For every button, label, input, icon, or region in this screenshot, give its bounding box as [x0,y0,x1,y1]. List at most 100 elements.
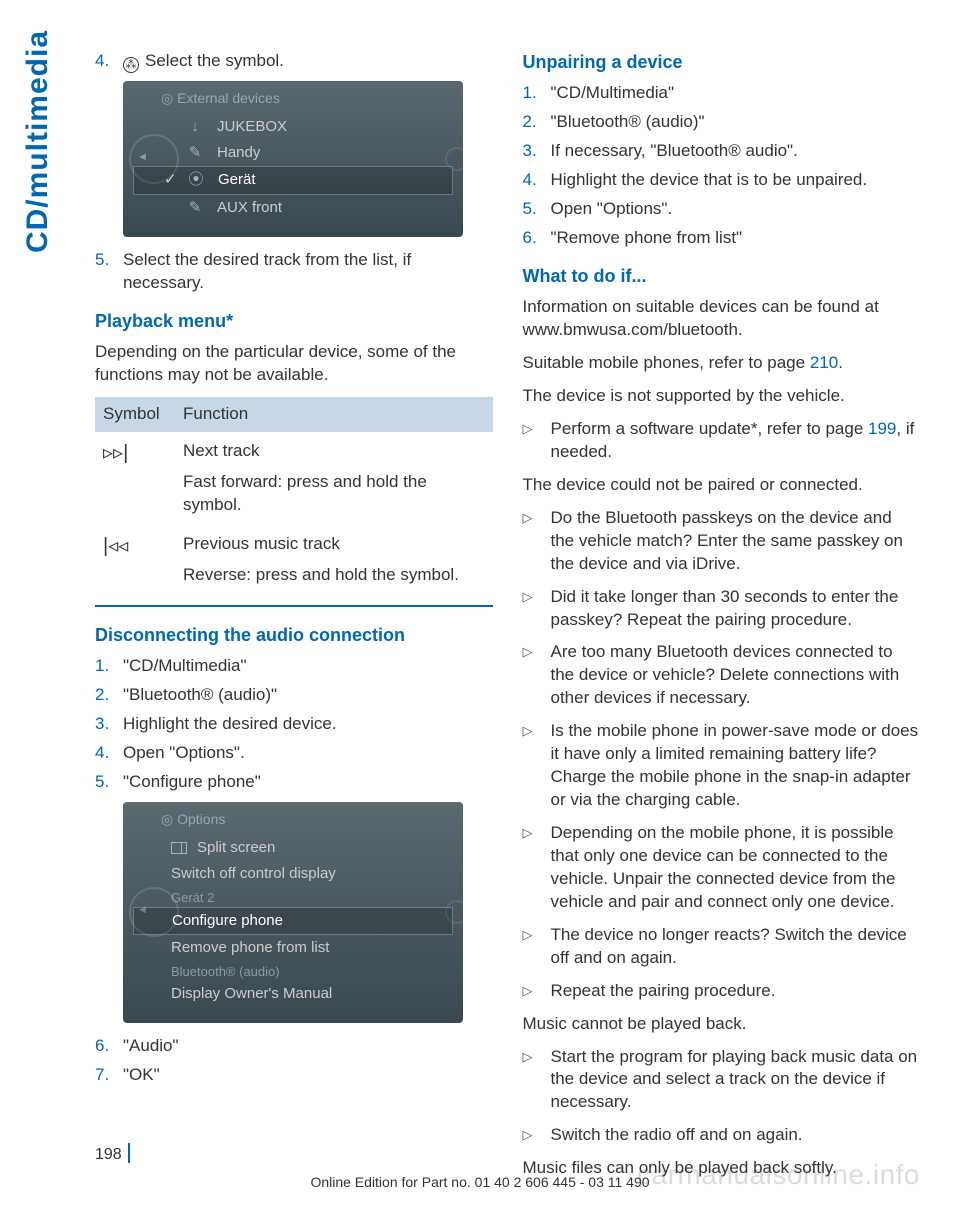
step-5: 5. Select the desired track from the lis… [95,249,493,295]
text-fragment: Suitable mobile phones, refer to page [523,353,810,372]
playback-paragraph: Depending on the particular device, some… [95,341,493,387]
prev-track-icon: |◃◃ [103,533,183,560]
table-row: |◃◃ Previous music track [95,525,493,560]
phone-icon: ✎ [183,143,207,163]
bullet-icon: ▷ [523,980,551,1003]
cell-sub-text: Fast forward: press and hold the symbol. [95,467,493,525]
page-number-text: 198 [95,1146,122,1163]
screenshot-row-jukebox: ↓ JUKEBOX [133,114,453,140]
bullet-icon: ▷ [523,418,551,464]
page-link-199[interactable]: 199 [868,419,896,438]
step-number: 1. [523,82,551,105]
row-owners-manual: Display Owner's Manual [133,981,453,1007]
bullet-icon: ▷ [523,924,551,970]
bullet-software-update: ▷ Perform a software update*, refer to p… [523,418,921,464]
row-label: Display Owner's Manual [171,984,332,1004]
page-number: 198 [95,1143,130,1166]
info-paragraph-4: The device could not be paired or connec… [523,474,921,497]
text-fragment: Perform a software update*, refer to pag… [551,419,869,438]
bullet-one-device: ▷ Depending on the mobile phone, it is p… [523,822,921,914]
step-number: 5. [95,771,123,794]
info-paragraph-5: Music cannot be played back. [523,1013,921,1036]
bullet-icon: ▷ [523,822,551,914]
step-number: 3. [523,140,551,163]
table-rule [95,605,493,607]
bluetooth-icon: ⁂ [123,57,139,73]
step-text: "Audio" [123,1035,493,1058]
step-number: 2. [523,111,551,134]
step-text: "CD/Multimedia" [551,82,921,105]
bullet-passkeys: ▷ Do the Bluetooth passkeys on the devic… [523,507,921,576]
bullet-icon: ▷ [523,641,551,710]
screenshot-external-devices: ◎ External devices ↓ JUKEBOX ✎ Handy ⦿ G… [123,81,463,237]
bullet-switch-radio: ▷ Switch the radio off and on again. [523,1124,921,1147]
disc-step-5: 5. "Configure phone" [95,771,493,794]
bullet-icon: ▷ [523,720,551,812]
col-symbol: Symbol [103,403,183,426]
step-text: "OK" [123,1064,493,1087]
row-label: Handy [217,143,260,163]
table-header: Symbol Function [95,397,493,432]
next-track-icon: ▹▹| [103,440,183,467]
info-paragraph-2: Suitable mobile phones, refer to page 21… [523,352,921,375]
screenshot-header: ◎ Options [133,808,453,835]
screenshot-row-gerat: ⦿ Gerät [133,166,453,194]
screenshot-header-text: Options [177,811,225,827]
step-number: 3. [95,713,123,736]
step-number: 4. [95,50,123,73]
step-text: "Bluetooth® (audio)" [123,684,493,707]
step-number: 5. [523,198,551,221]
step-7: 7. "OK" [95,1064,493,1087]
step-4-text: Select the symbol. [145,51,284,70]
usb-icon: ↓ [183,117,207,137]
step-4: 4. ⁂ Select the symbol. [95,50,493,73]
split-screen-icon [171,842,187,854]
step-number: 4. [95,742,123,765]
step-text: Open "Options". [551,198,921,221]
cell-text: Previous music track [183,533,485,560]
col-function: Function [183,403,248,426]
unpair-step-1: 1. "CD/Multimedia" [523,82,921,105]
cell-text: Next track [183,440,485,467]
bluetooth-row-icon: ⦿ [184,170,208,190]
step-number: 6. [523,227,551,250]
bullet-icon: ▷ [523,507,551,576]
section-label-gerat: Gerät 2 [133,889,453,907]
unpair-step-3: 3. If necessary, "Bluetooth® audio". [523,140,921,163]
disc-step-4: 4. Open "Options". [95,742,493,765]
step-number: 6. [95,1035,123,1058]
row-remove-phone: Remove phone from list [133,935,453,961]
row-label: Configure phone [172,911,283,931]
side-tab-label: CD/multimedia [18,30,59,253]
row-label: Switch off control display [171,864,336,884]
bullet-text: Did it take longer than 30 seconds to en… [551,586,921,632]
unpair-step-4: 4. Highlight the device that is to be un… [523,169,921,192]
step-text: Select the desired track from the list, … [123,249,493,295]
cd-icon: ◎ [161,90,177,106]
page-link-210[interactable]: 210 [810,353,838,372]
disc-step-2: 2. "Bluetooth® (audio)" [95,684,493,707]
step-text: "Remove phone from list" [551,227,921,250]
right-column: Unpairing a device 1. "CD/Multimedia" 2.… [523,50,921,1190]
bullet-too-many-devices: ▷ Are too many Bluetooth devices connect… [523,641,921,710]
section-label-bluetooth: Bluetooth® (audio) [133,963,453,981]
cd-icon: ◎ [161,811,177,827]
heading-disconnecting: Disconnecting the audio connection [95,623,493,647]
row-label: Gerät [218,170,256,190]
table-row: ▹▹| Next track [95,432,493,467]
text-fragment: . [838,353,843,372]
step-text: Highlight the device that is to be unpai… [551,169,921,192]
bullet-text: Depending on the mobile phone, it is pos… [551,822,921,914]
bullet-icon: ▷ [523,1046,551,1115]
disc-step-1: 1. "CD/Multimedia" [95,655,493,678]
unpair-step-5: 5. Open "Options". [523,198,921,221]
screenshot-header-text: External devices [177,90,280,106]
heading-what-to-do: What to do if... [523,264,921,288]
unpair-step-2: 2. "Bluetooth® (audio)" [523,111,921,134]
bullet-text: Switch the radio off and on again. [551,1124,921,1147]
step-text: Highlight the desired device. [123,713,493,736]
step-text: If necessary, "Bluetooth® audio". [551,140,921,163]
bullet-icon: ▷ [523,1124,551,1147]
step-text: "CD/Multimedia" [123,655,493,678]
bullet-text: Are too many Bluetooth devices connected… [551,641,921,710]
